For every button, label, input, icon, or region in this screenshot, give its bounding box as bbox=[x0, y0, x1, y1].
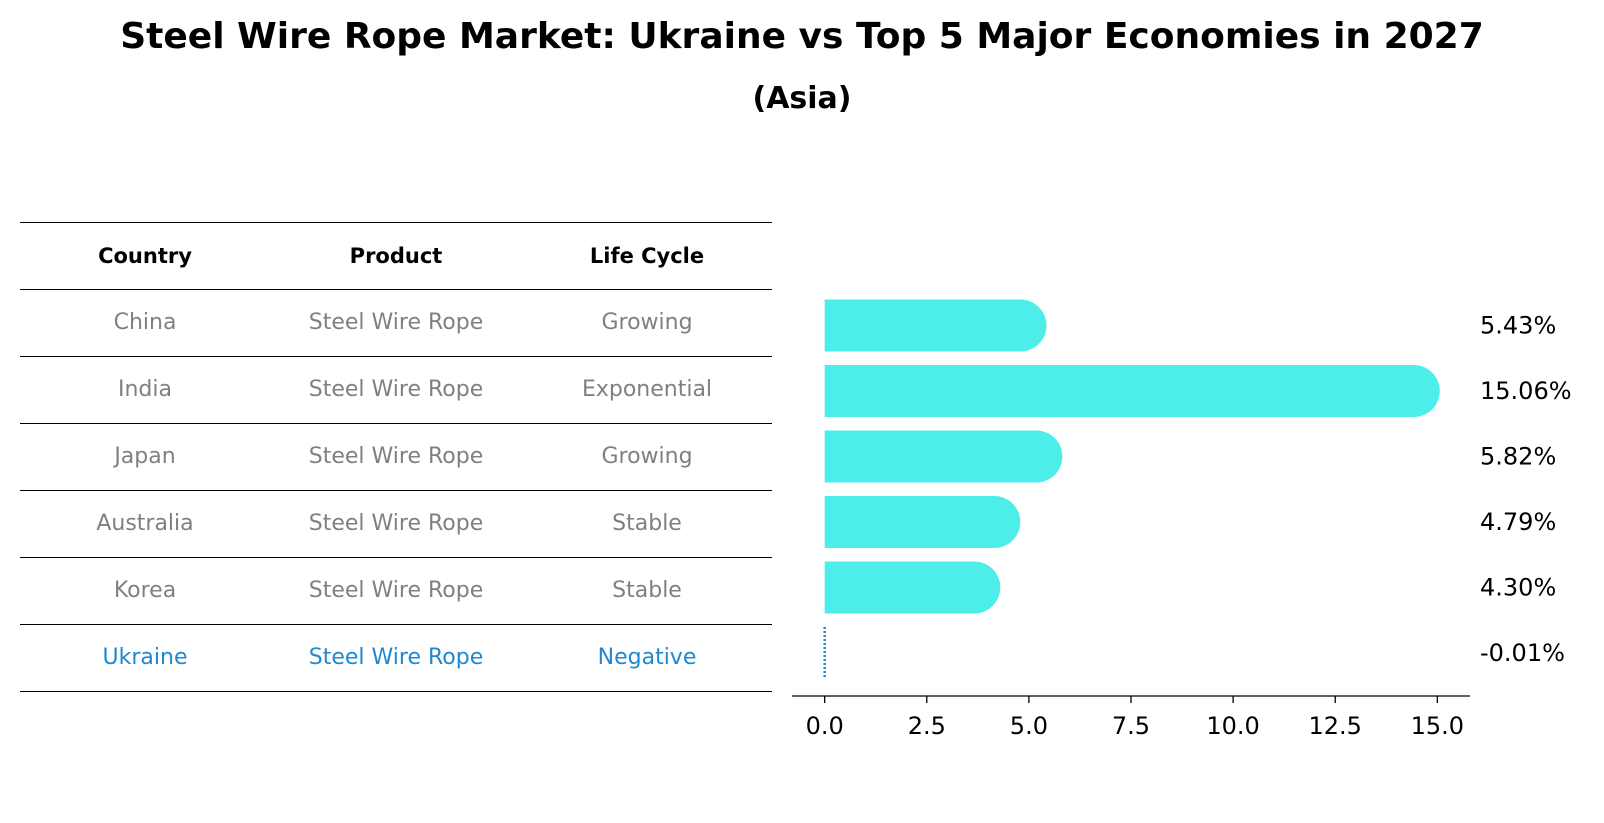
data-label: 4.30% bbox=[1480, 574, 1556, 602]
table-row: Japan Steel Wire Rope Growing bbox=[20, 423, 772, 490]
cell-life-cycle: Growing bbox=[601, 444, 693, 469]
table-header-row: Country Product Life Cycle bbox=[20, 222, 772, 289]
header-product: Product bbox=[349, 244, 443, 268]
cell-product: Steel Wire Rope bbox=[308, 310, 484, 335]
data-label: 15.06% bbox=[1480, 377, 1572, 405]
x-tick-label: 10.0 bbox=[1206, 712, 1259, 740]
cell-country: Ukraine bbox=[102, 645, 188, 670]
x-tick-label: 15.0 bbox=[1411, 712, 1464, 740]
cell-product: Steel Wire Rope bbox=[308, 511, 484, 536]
x-tick-label: 5.0 bbox=[1010, 712, 1048, 740]
bar-india bbox=[824, 365, 1440, 417]
cell-product: Steel Wire Rope bbox=[308, 444, 484, 469]
table-row: Australia Steel Wire Rope Stable bbox=[20, 490, 772, 557]
x-tick-label: 12.5 bbox=[1308, 712, 1361, 740]
cell-product: Steel Wire Rope bbox=[308, 578, 484, 603]
cell-life-cycle: Exponential bbox=[581, 377, 713, 402]
bar-korea bbox=[824, 561, 1001, 614]
cell-country: India bbox=[118, 377, 172, 402]
cell-life-cycle: Negative bbox=[597, 645, 697, 670]
cell-product: Steel Wire Rope bbox=[308, 645, 484, 670]
bar-japan bbox=[824, 430, 1063, 483]
table-row: India Steel Wire Rope Exponential bbox=[20, 356, 772, 423]
cell-life-cycle: Stable bbox=[612, 578, 682, 603]
table-row-highlighted: Ukraine Steel Wire Rope Negative bbox=[20, 624, 772, 692]
x-tick-label: 7.5 bbox=[1112, 712, 1150, 740]
data-label: 4.79% bbox=[1480, 508, 1556, 536]
bar-china bbox=[824, 299, 1047, 352]
table-row: Korea Steel Wire Rope Stable bbox=[20, 557, 772, 624]
header-country: Country bbox=[98, 244, 192, 268]
cell-country: Australia bbox=[96, 511, 194, 536]
cell-country: Japan bbox=[114, 444, 176, 469]
chart-title: Steel Wire Rope Market: Ukraine vs Top 5… bbox=[120, 16, 1484, 57]
cell-life-cycle: Growing bbox=[601, 310, 693, 335]
cell-country: Korea bbox=[113, 578, 177, 603]
data-label: 5.82% bbox=[1480, 443, 1556, 471]
data-table: Country Product Life Cycle China Steel W… bbox=[20, 222, 772, 692]
bar-australia bbox=[824, 496, 1021, 548]
chart-subtitle: (Asia) bbox=[752, 81, 852, 116]
table-row: China Steel Wire Rope Growing bbox=[20, 289, 772, 356]
data-label: -0.01% bbox=[1480, 639, 1565, 667]
cell-life-cycle: Stable bbox=[612, 511, 682, 536]
x-tick-label: 0.0 bbox=[806, 712, 844, 740]
cell-product: Steel Wire Rope bbox=[308, 377, 484, 402]
header-life-cycle: Life Cycle bbox=[589, 244, 705, 268]
data-label: 5.43% bbox=[1480, 312, 1556, 340]
x-tick-label: 2.5 bbox=[908, 712, 946, 740]
cell-country: China bbox=[113, 310, 177, 335]
